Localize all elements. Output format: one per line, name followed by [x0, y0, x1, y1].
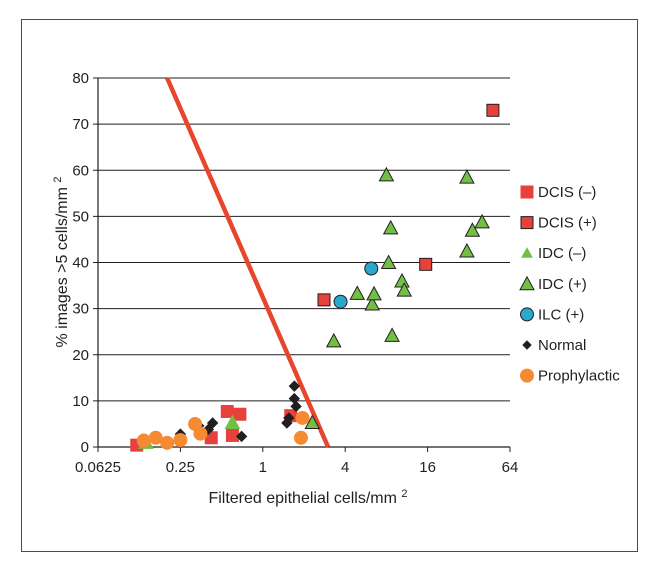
tick-labels: 0 10 20 30 40 50 60 70 80 0.0625 0.25 1 4 16 64	[72, 70, 518, 476]
data-point	[349, 285, 366, 300]
y-tick-label: 70	[72, 116, 89, 133]
data-point	[160, 435, 175, 450]
legend-marker	[522, 340, 532, 350]
threshold-line	[165, 77, 331, 448]
legend-label: Prophylactic	[538, 368, 620, 385]
legend-label: IDC (+)	[538, 276, 587, 293]
legend-item: Normal	[522, 337, 586, 354]
data-point	[459, 169, 475, 184]
data-point	[486, 103, 500, 117]
series-1	[317, 103, 500, 307]
legend-label: ILC (+)	[538, 306, 584, 323]
data-point	[193, 426, 208, 441]
legend-marker	[520, 185, 534, 199]
data-point	[173, 433, 188, 448]
series-6	[136, 410, 310, 450]
data-point	[459, 242, 475, 258]
data-point	[224, 414, 241, 430]
x-tick-label: 4	[341, 459, 349, 476]
data-point	[464, 222, 481, 237]
x-tick-label: 0.0625	[75, 459, 121, 476]
legend-marker	[520, 368, 534, 383]
legend-marker	[520, 216, 534, 230]
legend-item: IDC (–)	[521, 245, 586, 262]
y-tick-label: 20	[72, 347, 89, 364]
y-tick-label: 10	[72, 393, 89, 410]
series-4	[333, 261, 379, 309]
data-point	[317, 293, 331, 307]
data-point	[333, 294, 348, 309]
data-point	[225, 428, 239, 442]
grid	[98, 77, 510, 402]
legend: DCIS (–) DCIS (+) IDC (–) IDC (+) ILC (+) Nor…	[519, 184, 620, 385]
legend-item: IDC (+)	[519, 275, 587, 293]
y-tick-label: 80	[72, 70, 89, 87]
x-tick-label: 16	[419, 459, 436, 476]
data-point	[136, 433, 151, 448]
data-point	[235, 430, 248, 443]
figure-frame	[21, 19, 638, 552]
legend-label: Normal	[538, 337, 586, 354]
legend-marker	[520, 307, 534, 322]
data-point	[384, 327, 400, 342]
data-point	[394, 272, 410, 288]
data-point	[474, 213, 490, 229]
y-axis-title-text: % images >5 cells/mm	[54, 187, 71, 348]
legend-marker	[519, 275, 535, 291]
x-tick-label: 64	[502, 459, 519, 476]
data-point	[233, 407, 247, 421]
x-tick-label: 1	[259, 459, 267, 476]
data-point	[396, 282, 413, 297]
y-tick-label: 50	[72, 208, 89, 225]
y-tick-label: 0	[81, 439, 89, 456]
data-point	[293, 430, 308, 445]
data-point	[378, 166, 395, 182]
threshold-line-layer	[165, 77, 331, 448]
legend-item: ILC (+)	[520, 306, 584, 323]
data-point	[148, 430, 163, 445]
x-tick-label: 0.25	[166, 459, 195, 476]
data-point	[206, 417, 219, 429]
y-tick-label: 60	[72, 162, 89, 179]
y-axis-title: % images >5 cells/mm 2	[52, 176, 71, 347]
data-point	[419, 257, 433, 271]
data-point	[295, 410, 310, 425]
data-point	[325, 332, 342, 348]
data-point	[304, 414, 321, 430]
data-point	[380, 254, 397, 269]
data-point	[290, 400, 302, 413]
legend-label: DCIS (–)	[538, 184, 596, 201]
data-point	[382, 219, 399, 235]
x-axis-title: Filtered epithelial cells/mm 2	[208, 488, 407, 507]
axes	[93, 77, 511, 452]
series-3	[304, 166, 490, 430]
data-point	[364, 261, 379, 276]
legend-label: DCIS (+)	[538, 215, 597, 232]
superscript-2: 2	[401, 488, 407, 500]
legend-label: IDC (–)	[538, 245, 586, 262]
y-tick-label: 40	[72, 255, 89, 272]
legend-item: DCIS (+)	[520, 215, 597, 232]
data-point	[288, 392, 301, 405]
data-point	[283, 412, 295, 424]
data-point	[220, 404, 234, 418]
superscript-2: 2	[52, 176, 64, 182]
legend-item: DCIS (–)	[520, 184, 596, 201]
x-axis-title-text: Filtered epithelial cells/mm	[208, 490, 397, 507]
data-point	[288, 380, 301, 392]
legend-marker	[521, 247, 533, 258]
legend-item: Prophylactic	[520, 368, 620, 385]
y-tick-label: 30	[72, 301, 89, 318]
data-points	[130, 103, 500, 452]
data-point	[364, 295, 381, 311]
data-point	[366, 285, 382, 301]
